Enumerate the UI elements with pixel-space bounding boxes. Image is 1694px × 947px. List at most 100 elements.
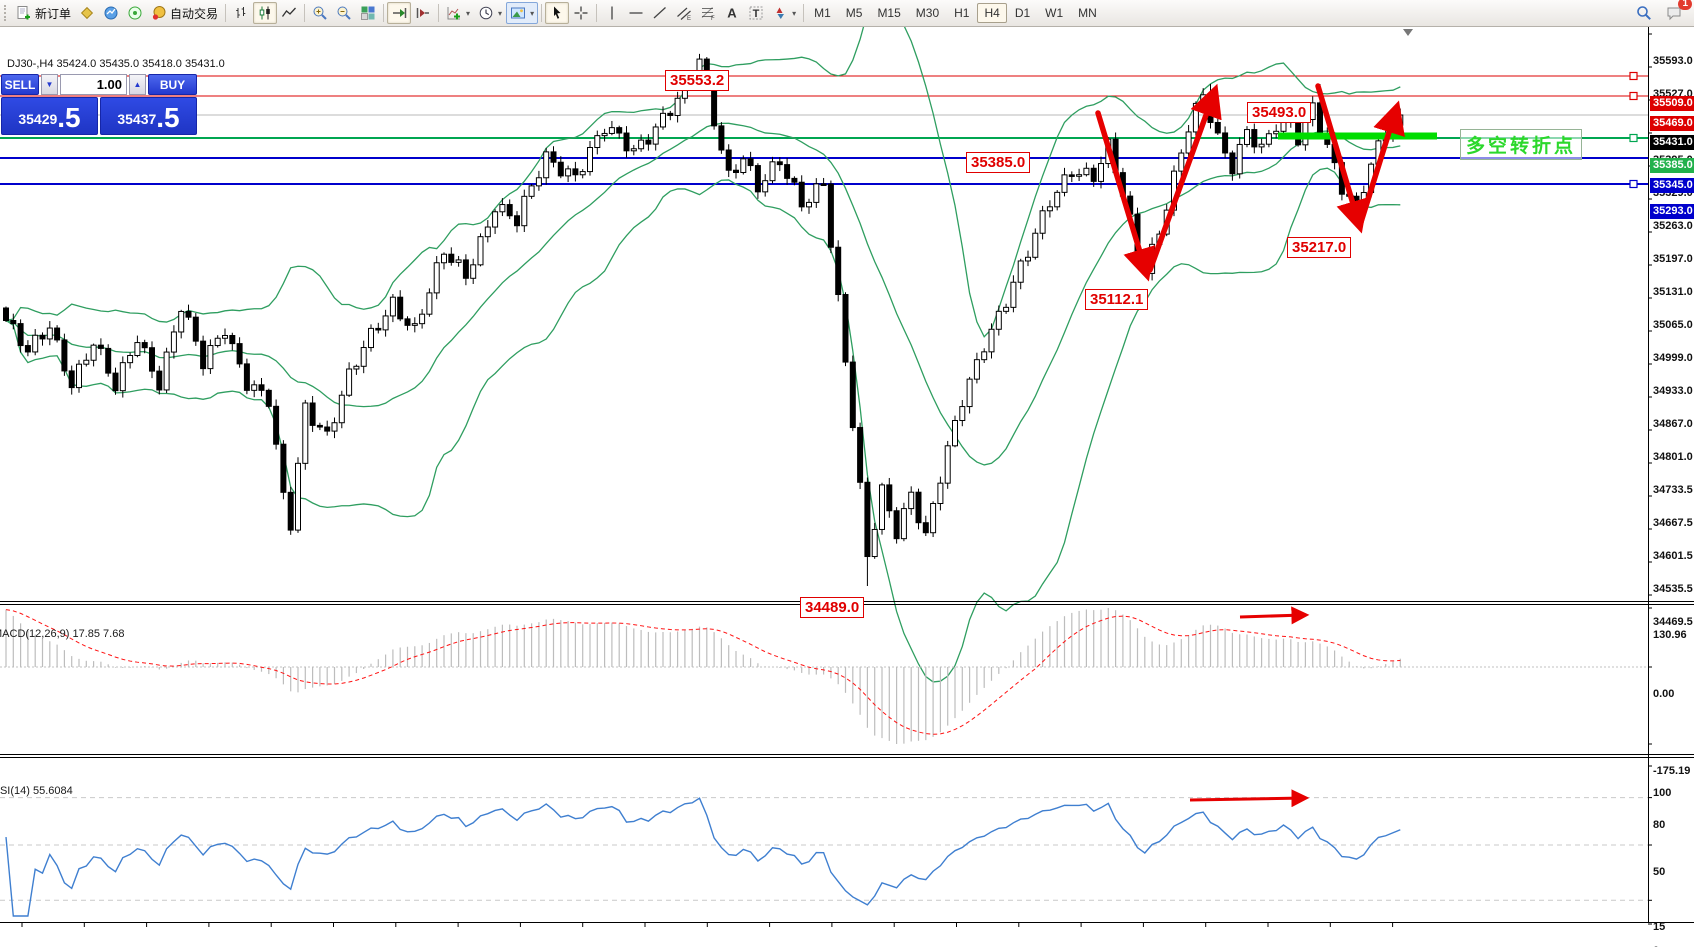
horizontal-line-button[interactable] [624,2,648,24]
templates-button[interactable]: ▾ [506,2,539,24]
zoom-out-button[interactable] [332,2,356,24]
price-annotation-35493.0[interactable]: 35493.0 [1247,102,1312,123]
price-annotation-35385.0[interactable]: 35385.0 [966,152,1031,173]
dropdown-arrow-icon: ▾ [530,8,535,18]
sell-price-main: 35429 [18,111,58,127]
fibonacci-button[interactable]: F [696,2,720,24]
cursor-button[interactable] [545,2,570,24]
buy-price-main: 35437 [117,111,157,127]
sell-price-pip: .5 [57,102,81,133]
vertical-line-icon [611,6,613,20]
macd-indicator-label: MACD(12,26,9) 17.85 7.68 [0,628,125,640]
horizontal-line-icon [629,12,643,14]
toolbar-separator [803,4,805,22]
toolbar-separator [438,4,440,22]
arrows-button[interactable]: ▾ [768,2,800,24]
metaeditor-button[interactable] [75,2,99,24]
timeframe-H4[interactable]: H4 [977,3,1007,23]
vertical-line-button[interactable] [600,2,624,24]
toolbar-separator [225,4,227,22]
svg-text:E: E [687,16,691,21]
candlestick-chart-button[interactable] [253,2,278,24]
timeframe-M1[interactable]: M1 [814,6,831,20]
line-anchor-square [1629,91,1638,101]
auto-scroll-icon [393,8,407,18]
price-annotation-35553.2[interactable]: 35553.2 [665,70,730,91]
rsi-axis-label: 100 [1653,787,1672,799]
buy-button[interactable]: BUY [148,74,197,95]
search-button[interactable] [1632,2,1656,24]
price-annotation-35217.0[interactable]: 35217.0 [1287,237,1352,258]
chart-canvas[interactable] [0,27,1694,947]
price-axis-label-35385.0: 35385.0 [1650,157,1694,173]
channel-button[interactable]: E [672,2,696,24]
price-annotation-34489.0[interactable]: 34489.0 [800,597,865,618]
timeframe-M30[interactable]: M30 [915,6,940,20]
timeframe-MN[interactable]: MN [1078,6,1097,20]
buy-price-display[interactable]: 35437.5 [100,97,197,135]
main-toolbar: 新订单 自动交易 [0,0,1694,27]
volume-increase-button[interactable]: ▲ [129,74,146,95]
crosshair-button[interactable] [569,2,593,24]
search-icon [1637,6,1651,20]
autotrading-icon [152,6,166,20]
timeframe-H1[interactable]: H1 [954,6,970,20]
autotrading-button[interactable]: 自动交易 [147,2,222,24]
tile-windows-button[interactable] [356,2,380,24]
chart-shift-button[interactable] [411,2,435,24]
price-annotation-35112.1[interactable]: 35112.1 [1085,289,1149,310]
buy-price-pip: .5 [156,102,180,133]
autotrading-label: 自动交易 [170,6,219,21]
dropdown-arrow-icon: ▾ [498,8,503,18]
macd-axis-label: 0.00 [1653,688,1675,700]
notifications-button[interactable]: 1 [1662,0,1692,24]
indicators-button[interactable]: ▾ [442,2,474,24]
price-axis-tick: 34535.5 [1653,583,1693,595]
crosshair-icon [574,6,588,20]
volume-decrease-button[interactable]: ▼ [41,74,58,95]
periods-button[interactable]: ▾ [474,2,506,24]
chart-shift-marker [1403,29,1413,36]
fibonacci-icon: F [701,7,715,21]
rsi-axis-label: 50 [1653,866,1666,878]
macd-histogram [5,608,1401,744]
zoom-in-button[interactable] [308,2,332,24]
cursor-icon [554,6,561,19]
price-axis-label-35431.0: 35431.0 [1650,134,1694,150]
toolbar-grip[interactable] [4,5,9,21]
text-label-button[interactable]: T [744,2,768,24]
line-anchor-square [1629,179,1638,189]
text-button[interactable]: A [720,2,744,24]
volume-input[interactable] [60,74,127,95]
chart-overlays: 35593.035527.035461.035395.035329.035263… [0,27,1694,947]
signals-button[interactable] [123,2,147,24]
market-button[interactable] [99,2,123,24]
market-icon [104,6,118,20]
timeframe-M5[interactable]: M5 [845,6,863,20]
price-axis-tick: 35263.0 [1653,220,1693,232]
line-chart-button[interactable] [277,2,301,24]
toolbar-separator [383,4,385,22]
bar-chart-button[interactable] [229,2,253,24]
trendline-button[interactable] [648,2,672,24]
timeframe-W1[interactable]: W1 [1045,6,1064,20]
trend-arrow [1315,83,1369,234]
equidistant-channel-icon: E [677,7,691,21]
price-axis-label-35509.0: 35509.0 [1650,95,1694,111]
timeframe-group: M1 M5 M15 M30 H1 H4 D1 W1 MN [807,3,1104,23]
auto-scroll-button[interactable] [387,2,412,24]
timeframe-D1[interactable]: D1 [1014,6,1031,20]
new-order-button[interactable]: 新订单 [12,2,75,24]
rsi-indicator-label: RSI(14) 55.6084 [0,785,73,797]
sell-button[interactable]: SELL [1,74,39,95]
timeframe-M15[interactable]: M15 [877,6,901,20]
rsi-axis-label: 80 [1653,818,1666,831]
toolbar-separator [596,4,598,22]
sell-price-display[interactable]: 35429.5 [1,97,98,135]
price-axis-tick: 34667.5 [1653,517,1693,529]
diamond-icon [80,6,94,20]
pivot-note[interactable]: 多空转折点 [1460,129,1583,160]
macd-signal-line [5,609,1401,735]
rsi-axis-label: 15 [1653,921,1666,934]
